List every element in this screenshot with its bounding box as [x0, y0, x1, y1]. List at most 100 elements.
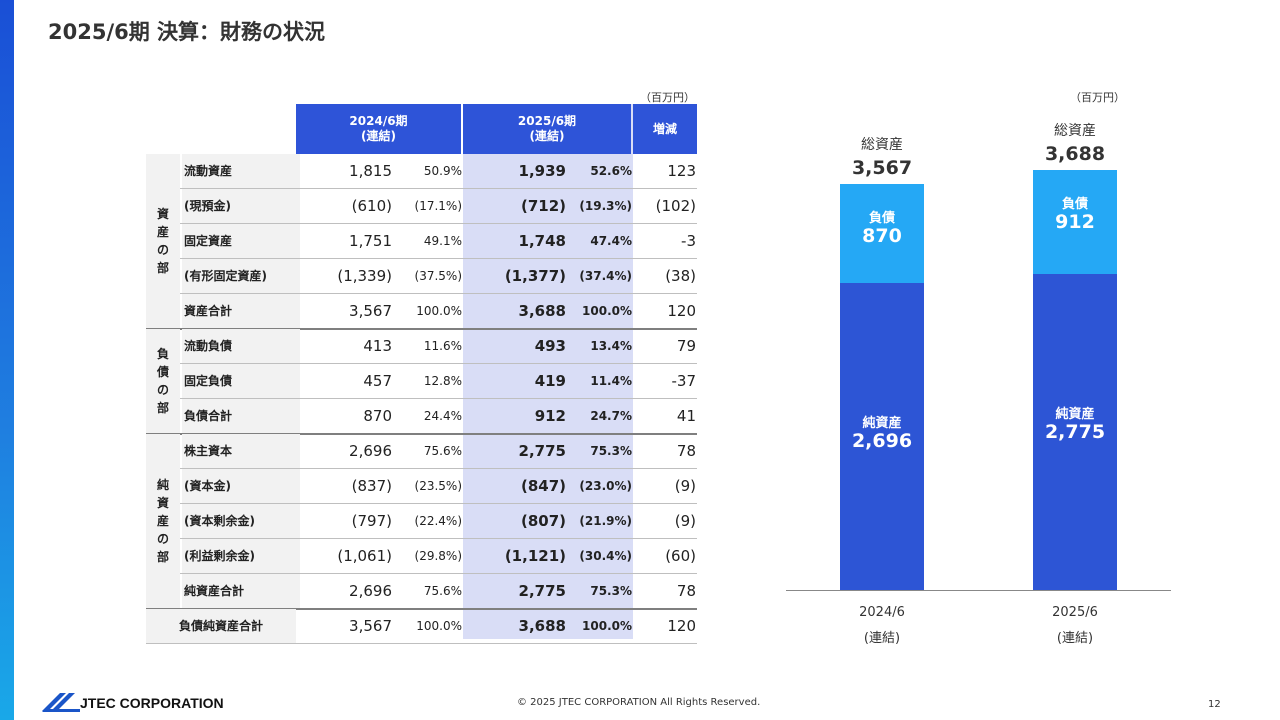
row-label: 固定資産 — [182, 224, 300, 258]
value-2025: 3,688 — [518, 617, 566, 635]
section-label-char: 純 — [156, 478, 169, 492]
table-row: (利益剰余金) (1,061) (29.8%) (1,121) (30.4%) (60) — [146, 539, 697, 574]
table-row: 流動資産 1,815 50.9% 1,939 52.6% 123 — [146, 154, 697, 189]
row-label: (資本剰余金) — [182, 504, 300, 538]
bar-equity — [840, 283, 924, 590]
row-label: 固定負債 — [182, 364, 300, 398]
value-2024: 870 — [363, 407, 392, 425]
diff-value: 79 — [676, 337, 696, 355]
value-2025: 3,688 — [518, 302, 566, 320]
percent-2025: (21.9%) — [579, 514, 632, 528]
table-row: (資本金) (837) (23.5%) (847) (23.0%) (9) — [146, 469, 697, 504]
diff-value: (9) — [674, 477, 696, 495]
bar-liabilities — [840, 184, 924, 283]
value-2025: (1,377) — [504, 267, 566, 285]
percent-2025: 100.0% — [582, 619, 632, 633]
value-2025: 1,939 — [518, 162, 566, 180]
diff-value: 41 — [676, 407, 696, 425]
value-2025: 2,775 — [518, 442, 566, 460]
diff-value: -3 — [681, 232, 696, 250]
section-label-char: 部 — [156, 401, 169, 415]
header-2025-line1: 2025/6期 — [517, 114, 577, 128]
bar-equity-value: 2,775 — [1044, 421, 1106, 443]
table-row: (現預金) (610) (17.1%) (712) (19.3%) (102) — [146, 189, 697, 224]
row-label: (資本金) — [182, 469, 300, 503]
diff-value: (38) — [665, 267, 696, 285]
value-2024: 2,696 — [349, 582, 392, 600]
category-sublabel: (連結) — [863, 631, 901, 646]
bar-liabilities-name: 負債 — [868, 211, 895, 226]
left-accent-bar — [0, 0, 14, 720]
value-2024: (1,339) — [337, 267, 392, 285]
total-assets-label: 総資産 — [1054, 123, 1096, 139]
total-assets-value: 3,688 — [1044, 143, 1106, 165]
section-label: 資産の部 — [146, 154, 180, 328]
percent-2025: 100.0% — [582, 304, 632, 318]
diff-value: 123 — [667, 162, 696, 180]
category-label: 2025/6 — [1052, 605, 1098, 620]
bar-liabilities-name: 負債 — [1061, 197, 1088, 212]
section-label: 純資産の部 — [146, 434, 180, 608]
header-2024-line1: 2024/6期 — [349, 114, 408, 128]
section-label-char: 産 — [156, 225, 169, 239]
bar-equity — [1033, 274, 1117, 590]
table-row: 資産合計 3,567 100.0% 3,688 100.0% 120 — [146, 294, 697, 330]
row-label: 流動負債 — [182, 329, 300, 363]
percent-2025: (23.0%) — [579, 479, 632, 493]
value-2024: (797) — [351, 512, 392, 530]
percent-2025: 47.4% — [590, 234, 632, 248]
diff-value: 120 — [667, 617, 696, 635]
row-label: (利益剰余金) — [182, 539, 300, 573]
row-label: (有形固定資産) — [182, 259, 300, 293]
percent-2024: 50.9% — [423, 164, 462, 178]
header-2024-line2: (連結) — [361, 129, 396, 143]
section-label-char: の — [156, 243, 169, 257]
percent-2024: (37.5%) — [414, 269, 462, 283]
row-label: 負債純資産合計 — [146, 609, 296, 643]
percent-2024: 11.6% — [423, 339, 462, 353]
value-2024: (610) — [351, 197, 392, 215]
diff-value: 120 — [667, 302, 696, 320]
percent-2025: 24.7% — [590, 409, 632, 423]
diff-value: 78 — [676, 442, 696, 460]
page-number: 12 — [1208, 699, 1221, 710]
table-row: 純資産合計 2,696 75.6% 2,775 75.3% 78 — [146, 574, 697, 610]
value-2025: 493 — [534, 337, 566, 355]
total-assets-label: 総資産 — [861, 137, 903, 153]
section-label-char: の — [156, 383, 169, 397]
bar-liabilities-value: 870 — [862, 225, 902, 247]
section-label-char: の — [156, 532, 169, 546]
logo-text: JTEC CORPORATION — [80, 695, 224, 711]
percent-2025: 75.3% — [590, 444, 632, 458]
value-2025: (807) — [520, 512, 566, 530]
header-2025: 2025/6期 (連結) — [463, 104, 631, 154]
value-2025: 2,775 — [518, 582, 566, 600]
highlight-column-2025 — [463, 104, 633, 639]
percent-2025: (19.3%) — [579, 199, 632, 213]
row-label: 負債合計 — [182, 399, 300, 433]
percent-2024: (22.4%) — [414, 514, 462, 528]
value-2024: 1,815 — [349, 162, 392, 180]
table-row: 固定資産 1,751 49.1% 1,748 47.4% -3 — [146, 224, 697, 259]
company-logo: JTEC CORPORATION — [42, 691, 242, 713]
page-title: 2025/6期 決算：財務の状況 — [48, 20, 326, 44]
section-label-char: 債 — [156, 365, 169, 379]
row-label: 流動資産 — [182, 154, 300, 188]
percent-2025: (30.4%) — [579, 549, 632, 563]
percent-2025: 11.4% — [590, 374, 632, 388]
category-sublabel: (連結) — [1056, 631, 1094, 646]
row-label: 資産合計 — [182, 294, 300, 328]
value-2025: 419 — [534, 372, 566, 390]
section-label-char: 部 — [156, 261, 169, 275]
header-diff: 増減 — [633, 104, 697, 154]
percent-2025: 52.6% — [590, 164, 632, 178]
table-row: (有形固定資産) (1,339) (37.5%) (1,377) (37.4%) (38) — [146, 259, 697, 294]
table-row: 負債合計 870 24.4% 912 24.7% 41 — [146, 399, 697, 435]
table-row: 固定負債 457 12.8% 419 11.4% -37 — [146, 364, 697, 399]
section-label-char: 部 — [156, 550, 169, 564]
percent-2024: 100.0% — [416, 304, 462, 318]
table-unit-label: （百万円） — [640, 91, 695, 104]
diff-value: (102) — [655, 197, 696, 215]
value-2024: 3,567 — [349, 617, 392, 635]
row-label: 純資産合計 — [182, 574, 300, 608]
